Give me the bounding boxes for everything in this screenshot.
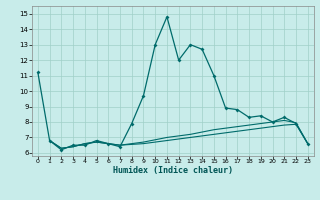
X-axis label: Humidex (Indice chaleur): Humidex (Indice chaleur) bbox=[113, 166, 233, 175]
